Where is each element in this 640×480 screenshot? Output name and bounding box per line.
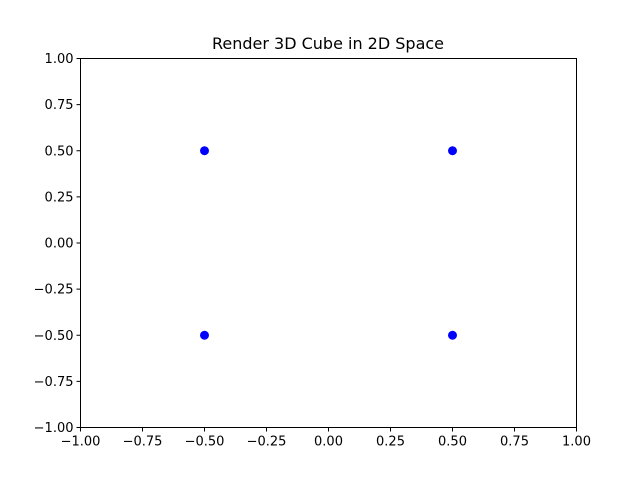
y-tick-label: 0.00: [45, 237, 74, 252]
chart-title: Render 3D Cube in 2D Space: [212, 34, 444, 53]
y-tick-label: 0.50: [45, 144, 74, 159]
x-tick-label: −0.25: [247, 435, 287, 450]
y-tick-label: −1.00: [34, 421, 74, 436]
data-point: [448, 330, 457, 340]
y-axis: −1.00 −0.75 −0.50 −0.25 0.00 0.25 0.50 0.75 1.00: [34, 52, 81, 436]
x-tick-label: 0.50: [438, 435, 467, 450]
y-tick-label: −0.50: [34, 329, 74, 344]
x-tick-label: 0.00: [314, 435, 343, 450]
x-axis: −1.00 −0.75 −0.50 −0.25 0.00 0.25 0.50 0.75 1.00: [61, 427, 591, 450]
x-tick-label: 1.00: [562, 435, 591, 450]
y-tick-label: 0.25: [45, 190, 74, 205]
y-tick-label: 1.00: [45, 52, 74, 67]
x-tick-label: 0.75: [500, 435, 529, 450]
y-tick-label: −0.75: [34, 375, 74, 390]
y-tick-label: 0.75: [45, 98, 74, 113]
data-point: [200, 146, 209, 156]
data-point: [448, 146, 457, 156]
x-tick-label: −0.75: [123, 435, 163, 450]
x-tick-label: 0.25: [376, 435, 405, 450]
x-tick-label: −0.50: [185, 435, 225, 450]
data-point: [200, 330, 209, 340]
y-tick-label: −0.25: [34, 283, 74, 298]
x-tick-label: −1.00: [61, 435, 101, 450]
data-points: [200, 146, 457, 340]
